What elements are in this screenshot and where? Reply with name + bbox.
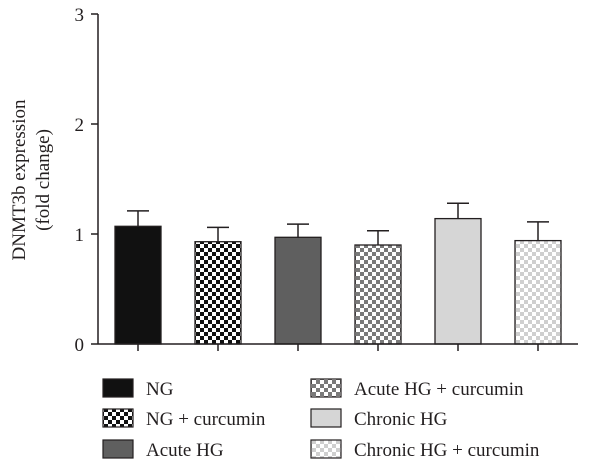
y-tick-label: 0 [75,335,85,356]
y-tick-label: 2 [75,115,85,136]
legend-item: Chronic HG [310,408,448,430]
axes [97,14,578,351]
legend-item: Acute HG [102,439,224,461]
y-axis-label-line2: (fold change) [33,129,54,231]
bar [114,225,162,345]
bar [354,244,402,345]
bars [114,217,562,345]
legend-label: NG + curcumin [146,409,266,430]
legend-label: Acute HG + curcumin [354,379,524,400]
legend-swatch [310,378,342,398]
bar [194,241,242,345]
legend-label: Acute HG [146,440,224,461]
bar [434,217,482,345]
bar [514,239,562,345]
legend-label: NG [146,379,174,400]
legend-swatch [310,439,342,459]
y-axis-label-line1: DNMT3b expression [9,99,30,260]
error-bars [127,202,549,245]
legend: NG NG + curcumin Acute HG Acute HG + curcum… [102,378,540,461]
y-axis-label: DNMT3b expression (fold change) [9,99,54,260]
y-tick-label: 3 [75,5,85,26]
legend-item: NG [102,378,174,400]
legend-item: Acute HG + curcumin [310,378,524,400]
legend-swatch [102,378,134,398]
legend-swatch [102,439,134,459]
legend-label: Chronic HG + curcumin [354,440,540,461]
legend-swatch [310,408,342,428]
y-tick-label: 1 [75,225,85,246]
legend-label: Chronic HG [354,409,448,430]
legend-item: NG + curcumin [102,408,266,430]
y-axis-ticks: 0 1 2 3 [75,5,98,356]
legend-item: Chronic HG + curcumin [310,439,540,461]
legend-swatch [102,408,134,428]
bar [274,236,322,345]
